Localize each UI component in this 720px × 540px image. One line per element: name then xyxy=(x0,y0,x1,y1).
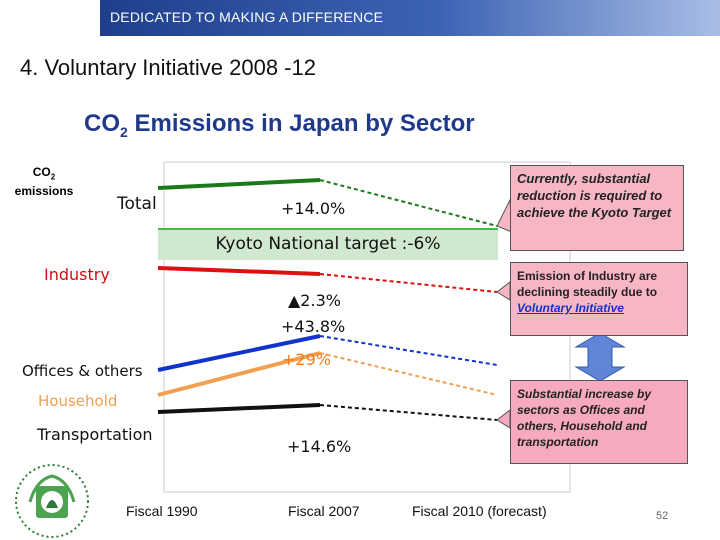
change-offices: +43.8% xyxy=(281,317,346,336)
page-number: 52 xyxy=(656,510,669,522)
slide-title: 4. Voluntary Initiative 2008 -12 xyxy=(20,55,316,80)
change-household: +29% xyxy=(282,350,331,369)
callout-kyoto: Currently, substantial reduction is requ… xyxy=(510,165,684,251)
header-banner: DEDICATED TO MAKING A DIFFERENCE xyxy=(100,0,720,36)
chart-title-sub: 2 xyxy=(120,123,128,140)
series-transportation-dashed xyxy=(319,404,498,421)
banner-text: DEDICATED TO MAKING A DIFFERENCE xyxy=(110,9,384,25)
chart-title-suffix: Emissions in Japan by Sector xyxy=(127,110,475,137)
callout-industry-line2: declining steadily due to xyxy=(517,285,658,299)
series-household-dashed xyxy=(319,352,498,396)
double-arrow-icon xyxy=(574,332,626,382)
change-total: +14.0% xyxy=(281,199,346,218)
chart-title: CO2 Emissions in Japan by Sector xyxy=(84,110,475,140)
y-axis-label: CO2 emissions xyxy=(4,165,84,198)
kyoto-target-banner: Kyoto National target :-6% xyxy=(158,228,498,260)
ylabel-sub: 2 xyxy=(50,172,56,182)
callout-pointer-sectors xyxy=(496,408,511,429)
label-household: Household xyxy=(38,392,118,410)
series-industry-solid xyxy=(157,266,321,276)
series-total-dashed xyxy=(319,179,498,227)
series-transportation-solid xyxy=(157,403,321,414)
x-tick-1990: Fiscal 1990 xyxy=(126,503,198,519)
label-industry: Industry xyxy=(44,265,110,284)
voluntary-initiative-link[interactable]: Voluntary Initiative xyxy=(517,301,624,315)
change-industry: ▲2.3% xyxy=(288,291,341,310)
ylabel-prefix: CO xyxy=(32,165,51,179)
callout-industry: Emission of Industry are declining stead… xyxy=(510,262,688,336)
series-industry-dashed xyxy=(319,273,498,293)
callout-industry-line1: Emission of Industry are xyxy=(517,269,658,283)
label-total: Total xyxy=(117,194,157,214)
ylabel-suffix: emissions xyxy=(14,184,74,199)
series-offices-dashed xyxy=(319,335,498,366)
chart-title-prefix: CO xyxy=(84,110,120,137)
series-household-solid xyxy=(157,351,321,397)
series-total-solid xyxy=(157,178,321,190)
label-transportation: Transportation xyxy=(37,425,153,444)
callout-sectors: Substantial increase by sectors as Offic… xyxy=(510,380,688,464)
label-offices: Offices & others xyxy=(22,362,143,380)
series-offices-solid xyxy=(157,334,321,372)
x-tick-2007: Fiscal 2007 xyxy=(288,503,360,519)
eco-logo-icon xyxy=(15,464,89,538)
x-tick-2010: Fiscal 2010 (forecast) xyxy=(412,503,547,519)
callout-pointer-industry xyxy=(496,280,511,301)
change-transportation: +14.6% xyxy=(287,437,352,456)
